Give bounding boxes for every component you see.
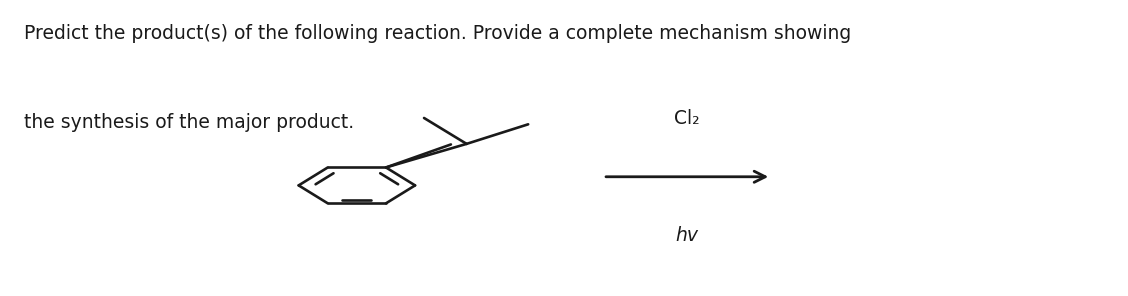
Text: Cl₂: Cl₂ — [675, 109, 700, 128]
Text: hv: hv — [676, 226, 698, 245]
Text: Predict the product(s) of the following reaction. Provide a complete mechanism s: Predict the product(s) of the following … — [25, 24, 852, 43]
Text: the synthesis of the major product.: the synthesis of the major product. — [25, 113, 354, 133]
